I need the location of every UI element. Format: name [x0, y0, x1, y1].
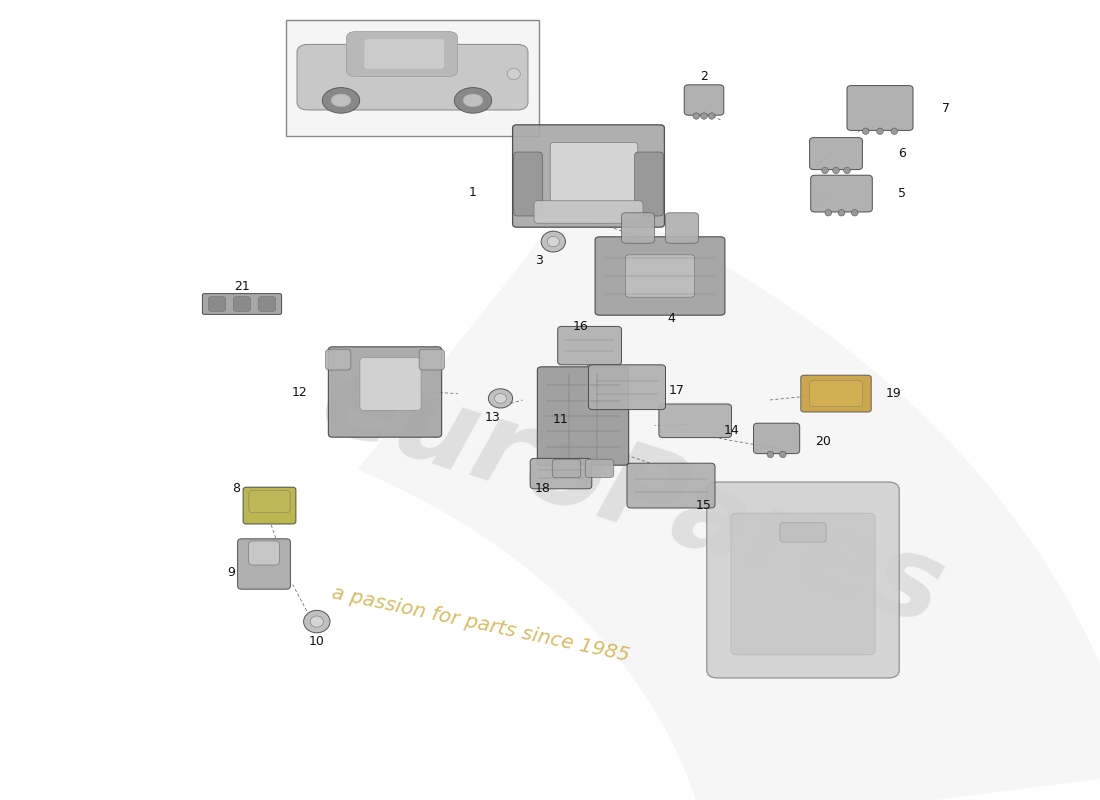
Ellipse shape — [541, 231, 565, 252]
Text: 17: 17 — [669, 384, 684, 397]
FancyBboxPatch shape — [233, 296, 251, 311]
FancyBboxPatch shape — [249, 541, 279, 565]
FancyBboxPatch shape — [530, 458, 592, 489]
Ellipse shape — [693, 113, 700, 119]
FancyBboxPatch shape — [328, 347, 441, 437]
Text: 18: 18 — [535, 482, 550, 494]
FancyBboxPatch shape — [286, 20, 539, 136]
FancyBboxPatch shape — [360, 358, 421, 410]
Ellipse shape — [838, 210, 845, 216]
FancyBboxPatch shape — [364, 38, 444, 70]
Text: euroPares: euroPares — [308, 343, 958, 649]
Ellipse shape — [833, 167, 839, 174]
FancyBboxPatch shape — [627, 463, 715, 508]
Text: 12: 12 — [292, 386, 307, 398]
Ellipse shape — [310, 616, 323, 627]
Text: 6: 6 — [898, 147, 906, 160]
Text: 20: 20 — [815, 435, 830, 448]
FancyBboxPatch shape — [621, 213, 654, 243]
Ellipse shape — [891, 128, 898, 134]
Ellipse shape — [463, 94, 483, 107]
FancyBboxPatch shape — [754, 423, 800, 454]
FancyBboxPatch shape — [811, 175, 872, 212]
Text: 21: 21 — [234, 280, 250, 293]
Ellipse shape — [507, 68, 520, 80]
FancyBboxPatch shape — [513, 125, 664, 227]
Text: 19: 19 — [886, 387, 901, 400]
Ellipse shape — [877, 128, 883, 134]
FancyBboxPatch shape — [684, 85, 724, 115]
FancyBboxPatch shape — [810, 138, 862, 170]
Text: 11: 11 — [553, 413, 569, 426]
Text: 1: 1 — [469, 186, 477, 198]
Text: 4: 4 — [667, 312, 675, 325]
FancyBboxPatch shape — [635, 152, 663, 216]
Polygon shape — [358, 193, 1100, 800]
Text: 16: 16 — [573, 320, 588, 333]
FancyBboxPatch shape — [538, 366, 629, 465]
Text: 13: 13 — [485, 411, 501, 424]
FancyBboxPatch shape — [297, 45, 528, 110]
Text: 10: 10 — [309, 635, 324, 648]
FancyBboxPatch shape — [847, 86, 913, 130]
Text: 3: 3 — [535, 254, 543, 267]
Ellipse shape — [454, 88, 492, 114]
Ellipse shape — [304, 610, 330, 633]
FancyBboxPatch shape — [535, 201, 642, 223]
FancyBboxPatch shape — [249, 490, 290, 513]
Ellipse shape — [322, 88, 360, 114]
Text: 5: 5 — [898, 187, 906, 200]
FancyBboxPatch shape — [588, 365, 666, 410]
FancyBboxPatch shape — [810, 381, 862, 406]
FancyBboxPatch shape — [801, 375, 871, 412]
Ellipse shape — [331, 94, 351, 107]
FancyBboxPatch shape — [780, 523, 826, 542]
Text: 2: 2 — [700, 70, 708, 82]
Ellipse shape — [780, 451, 786, 458]
Ellipse shape — [862, 128, 869, 134]
Text: 14: 14 — [724, 424, 739, 437]
Text: 9: 9 — [227, 566, 235, 578]
FancyBboxPatch shape — [585, 459, 614, 478]
Text: 15: 15 — [696, 499, 712, 512]
FancyBboxPatch shape — [625, 254, 695, 297]
Ellipse shape — [548, 237, 559, 247]
FancyBboxPatch shape — [552, 459, 581, 478]
Text: 8: 8 — [232, 482, 241, 494]
FancyBboxPatch shape — [659, 404, 732, 438]
FancyBboxPatch shape — [514, 152, 542, 216]
Text: 7: 7 — [942, 102, 950, 114]
FancyBboxPatch shape — [208, 296, 226, 311]
FancyBboxPatch shape — [666, 213, 698, 243]
Ellipse shape — [701, 113, 707, 119]
FancyBboxPatch shape — [595, 237, 725, 315]
Ellipse shape — [822, 167, 828, 174]
Ellipse shape — [844, 167, 850, 174]
FancyBboxPatch shape — [706, 482, 899, 678]
FancyBboxPatch shape — [243, 487, 296, 524]
Ellipse shape — [488, 389, 513, 408]
Text: a passion for parts since 1985: a passion for parts since 1985 — [330, 583, 631, 665]
Ellipse shape — [851, 210, 858, 216]
Ellipse shape — [767, 451, 773, 458]
FancyBboxPatch shape — [550, 142, 638, 202]
FancyBboxPatch shape — [730, 514, 876, 654]
Ellipse shape — [495, 394, 506, 403]
FancyBboxPatch shape — [558, 326, 622, 365]
Ellipse shape — [825, 210, 832, 216]
FancyBboxPatch shape — [202, 294, 282, 314]
FancyBboxPatch shape — [346, 31, 458, 76]
FancyBboxPatch shape — [419, 349, 444, 370]
Ellipse shape — [708, 113, 715, 119]
FancyBboxPatch shape — [326, 349, 351, 370]
FancyBboxPatch shape — [258, 296, 276, 311]
FancyBboxPatch shape — [238, 539, 290, 589]
